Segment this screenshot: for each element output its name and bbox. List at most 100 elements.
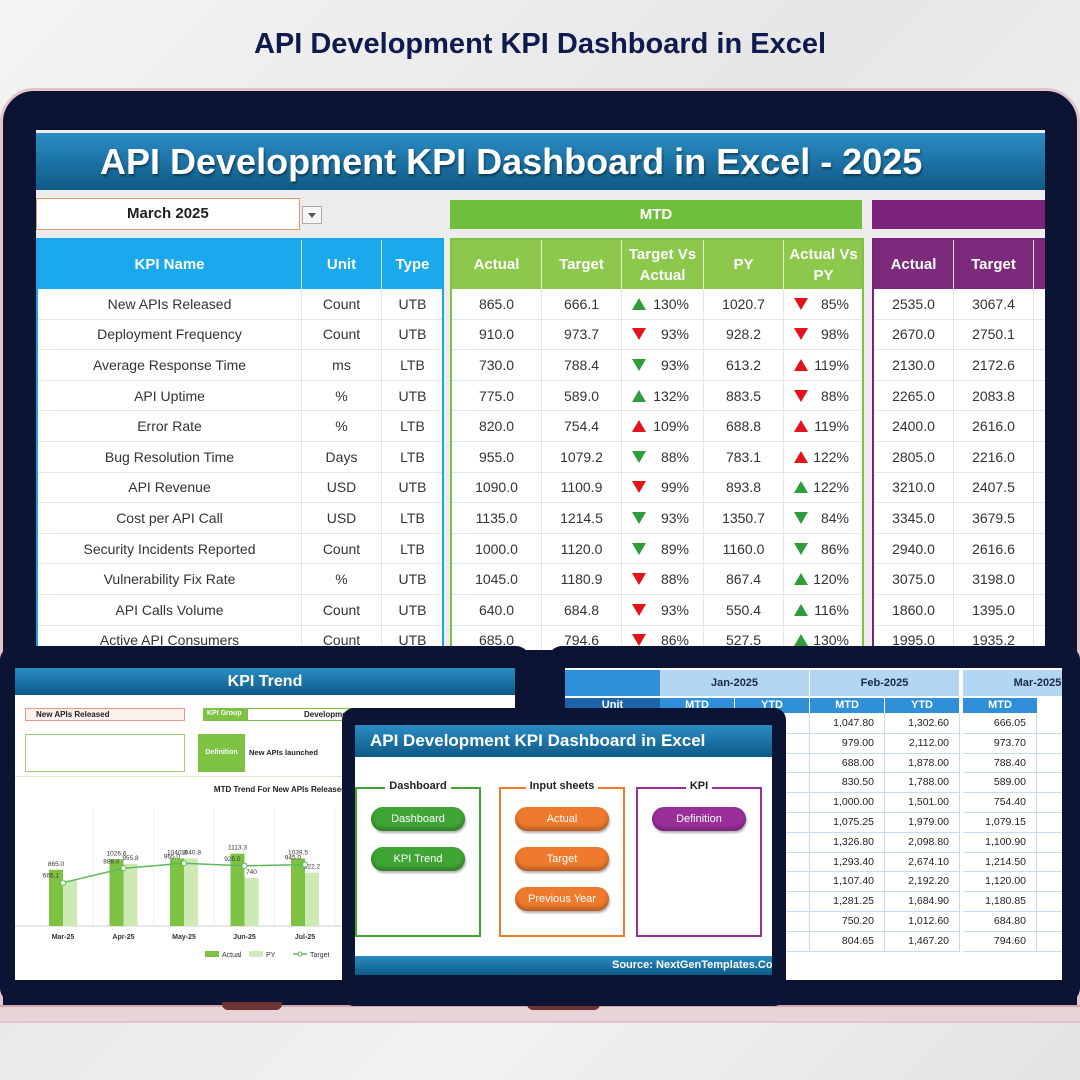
bar bbox=[305, 872, 319, 926]
nav-button[interactable]: Dashboard bbox=[371, 807, 465, 831]
table-cell: 1995.0 bbox=[874, 625, 954, 650]
table-cell: 688.8 bbox=[704, 411, 784, 442]
data-label: 925.0 bbox=[224, 856, 241, 863]
table-cell: 1100.9 bbox=[542, 472, 622, 504]
status-arrow bbox=[794, 420, 808, 433]
actual: 640.0 bbox=[478, 601, 515, 618]
name: New APIs Released bbox=[107, 295, 232, 312]
column-header: Target bbox=[542, 240, 622, 289]
status-arrow bbox=[632, 634, 646, 647]
table-cell: 820.0 bbox=[452, 411, 542, 442]
month-dropdown[interactable]: March 2025 bbox=[36, 198, 300, 230]
table-cell: 1120.0 bbox=[542, 533, 622, 565]
type: UTB bbox=[398, 601, 427, 618]
target: 973.7 bbox=[563, 326, 600, 343]
table-cell: Cost per API Call bbox=[38, 503, 302, 534]
actual: 685.0 bbox=[478, 632, 515, 649]
table-cell bbox=[1034, 595, 1045, 626]
ytd-target: 2407.5 bbox=[972, 479, 1015, 496]
nav-button[interactable]: Actual bbox=[515, 807, 609, 831]
stand-tab bbox=[222, 1000, 282, 1010]
table-cell: 754.40 bbox=[963, 793, 1037, 813]
sub-header: MTD bbox=[810, 698, 885, 713]
ytd-target: 3067.4 bbox=[972, 295, 1015, 312]
table-cell: 2,112.00 bbox=[885, 733, 960, 754]
table-cell: 979.00 bbox=[810, 733, 885, 754]
table-cell bbox=[1034, 381, 1045, 412]
nav-button[interactable]: Previous Year bbox=[515, 887, 609, 911]
table-cell: 1,214.50 bbox=[963, 852, 1037, 873]
table-cell: 1395.0 bbox=[954, 595, 1034, 626]
status-arrow bbox=[632, 603, 646, 616]
column-header: KPI Name bbox=[38, 240, 302, 289]
table-cell: 86% bbox=[622, 625, 704, 650]
table-cell: 867.4 bbox=[704, 564, 784, 595]
arrow-shape bbox=[632, 542, 646, 555]
table-cell: 1935.2 bbox=[954, 625, 1034, 650]
py: 783.1 bbox=[725, 448, 762, 465]
table-cell: 684.8 bbox=[542, 595, 622, 626]
table-cell: 2535.0 bbox=[874, 289, 954, 320]
status-percent: 98% bbox=[820, 326, 849, 343]
sub-header: YTD bbox=[885, 698, 960, 713]
py: 883.5 bbox=[725, 387, 762, 404]
ytd-actual: 2535.0 bbox=[892, 295, 935, 312]
py: 550.4 bbox=[725, 601, 762, 618]
table-cell: 86% bbox=[784, 534, 862, 565]
table-cell bbox=[1034, 503, 1045, 534]
name: API Uptime bbox=[134, 387, 205, 404]
table-cell: 3198.0 bbox=[954, 564, 1034, 595]
table-cell: 613.2 bbox=[704, 350, 784, 381]
table-cell: 788.40 bbox=[963, 753, 1037, 774]
bar bbox=[170, 858, 184, 926]
type: UTB bbox=[398, 295, 427, 312]
dashboard-title: API Development KPI Dashboard in Excel -… bbox=[36, 133, 1045, 190]
status-arrow bbox=[632, 328, 646, 341]
column-header: Unit bbox=[302, 240, 382, 289]
dropdown-arrow bbox=[308, 213, 316, 218]
table-cell: 2407.5 bbox=[954, 472, 1034, 504]
table-cell: 3210.0 bbox=[874, 472, 954, 504]
bar bbox=[291, 858, 305, 926]
table-cell: 589.0 bbox=[542, 380, 622, 412]
data-label: 1040.8 bbox=[181, 849, 201, 856]
table-cell bbox=[1037, 734, 1062, 754]
name: Deployment Frequency bbox=[97, 326, 242, 343]
kpi-select[interactable]: New APIs Released bbox=[25, 708, 185, 721]
table-cell: 2616.0 bbox=[954, 411, 1034, 442]
table-cell: Error Rate bbox=[38, 411, 302, 442]
table-cell bbox=[1037, 872, 1062, 893]
table-cell: Days bbox=[302, 442, 382, 473]
table-cell: UTB bbox=[382, 473, 442, 504]
table-cell: LTB bbox=[382, 350, 442, 381]
table-cell: 2083.8 bbox=[954, 380, 1034, 412]
status-arrow bbox=[632, 511, 646, 524]
name: Average Response Time bbox=[92, 356, 247, 373]
table-cell: 2616.6 bbox=[954, 533, 1034, 565]
dropdown-button[interactable] bbox=[302, 206, 322, 224]
definition-text: New APIs launched bbox=[249, 748, 318, 757]
status-percent: 130% bbox=[813, 632, 849, 649]
table-cell: 527.5 bbox=[704, 625, 784, 650]
nav-button[interactable]: Target bbox=[515, 847, 609, 871]
table-cell: 116% bbox=[784, 595, 862, 626]
table-cell: 783.1 bbox=[704, 442, 784, 473]
arrow-shape bbox=[794, 481, 808, 494]
column-header: Actual Vs PY bbox=[784, 240, 862, 289]
nav-button[interactable]: Definition bbox=[652, 807, 746, 831]
status-percent: 86% bbox=[820, 540, 849, 557]
name: Vulnerability Fix Rate bbox=[103, 571, 236, 588]
unit: Days bbox=[325, 448, 358, 465]
mtd-label: MTD bbox=[450, 200, 862, 229]
table-cell: 1090.0 bbox=[452, 472, 542, 504]
nav-button[interactable]: KPI Trend bbox=[371, 847, 465, 871]
status-percent: 109% bbox=[653, 418, 689, 435]
actual: 955.0 bbox=[478, 448, 515, 465]
status-percent: 93% bbox=[660, 326, 689, 343]
table-cell: 1,281.25 bbox=[810, 892, 885, 912]
status-arrow bbox=[794, 511, 808, 524]
group-title: Input sheets bbox=[501, 780, 623, 792]
table-cell: 1,302.60 bbox=[885, 714, 960, 734]
table-cell: 910.0 bbox=[452, 319, 542, 351]
